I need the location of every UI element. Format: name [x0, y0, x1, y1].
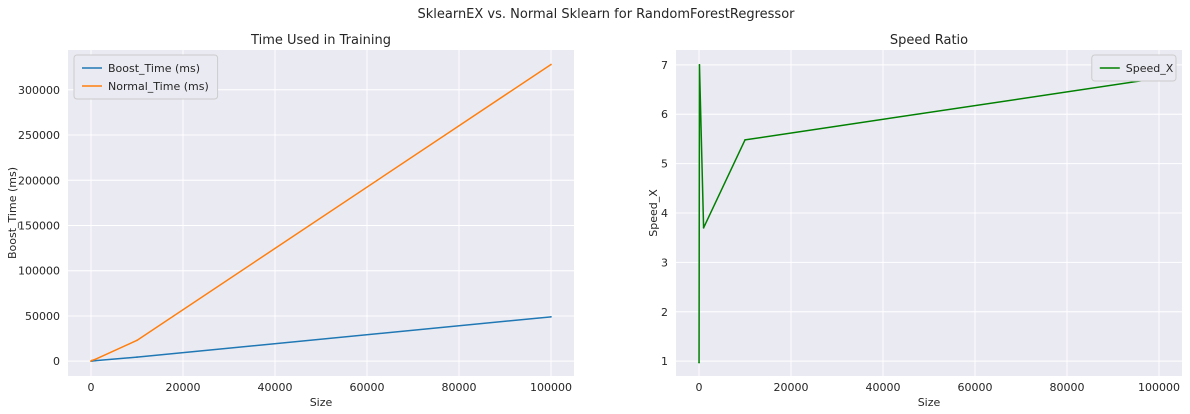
y-tick-label: 3: [661, 256, 668, 269]
y-tick-label: 1: [661, 355, 668, 368]
x-tick-label: 80000: [442, 381, 477, 394]
chart-panel-2: 0 20000 40000 60000 80000 100000 1 2 3 4 5 6 7 Speed …: [647, 33, 1182, 409]
data-point: [550, 316, 552, 318]
data-point: [702, 227, 705, 229]
y-tick-label: 5: [661, 158, 668, 171]
legend-label: Normal_Time (ms): [108, 80, 209, 93]
x-axis-label: Size: [310, 396, 333, 409]
plot-area: [68, 50, 574, 376]
x-tick-label: 60000: [350, 381, 385, 394]
y-axis-label: Boost_Time (ms): [6, 167, 19, 259]
data-point: [744, 139, 746, 141]
data-point: [698, 361, 700, 364]
x-axis-label: Size: [918, 396, 941, 409]
x-tick-label: 100000: [1138, 381, 1180, 394]
x-tick-label: 0: [696, 381, 703, 394]
data-point: [94, 358, 97, 360]
figure-suptitle: SklearnEX vs. Normal Sklearn for RandomF…: [417, 7, 795, 22]
x-tick-label: 40000: [258, 381, 293, 394]
y-tick-label: 150000: [18, 219, 60, 232]
y-tick-label: 0: [53, 355, 60, 368]
x-tick-label: 60000: [958, 381, 993, 394]
y-tick-label: 7: [661, 59, 668, 72]
data-point: [550, 63, 552, 66]
y-tick-label: 6: [661, 108, 668, 121]
x-tick-label: 20000: [774, 381, 809, 394]
chart-title: Time Used in Training: [250, 33, 391, 48]
x-tick-label: 40000: [866, 381, 901, 394]
chart-title: Speed Ratio: [890, 33, 968, 48]
legend: Boost_Time (ms) Normal_Time (ms): [73, 54, 219, 100]
x-tick-label: 100000: [530, 381, 572, 394]
legend-box: [73, 54, 219, 100]
x-tick-label: 20000: [166, 381, 201, 394]
data-point: [94, 359, 97, 362]
y-tick-label: 2: [661, 306, 668, 319]
data-point: [698, 64, 701, 66]
data-point: [90, 359, 93, 362]
x-tick-label: 0: [88, 381, 95, 394]
legend-label: Boost_Time (ms): [108, 62, 200, 75]
chart-panel-1: 0 20000 40000 60000 80000 100000 0 50000 100000 1…: [6, 33, 574, 409]
y-tick-label: 50000: [25, 310, 60, 323]
y-tick-label: 4: [661, 207, 668, 220]
data-point: [136, 356, 138, 358]
x-tick-label: 80000: [1050, 381, 1085, 394]
legend-label: Speed_X: [1126, 62, 1174, 75]
y-tick-label: 100000: [18, 265, 60, 278]
data-point: [136, 339, 138, 342]
y-tick-label: 250000: [18, 129, 60, 142]
y-tick-label: 300000: [18, 84, 60, 97]
y-tick-label: 200000: [18, 174, 60, 187]
legend-box: [1091, 54, 1177, 82]
y-axis-label: Speed_X: [647, 189, 660, 237]
legend: Speed_X: [1091, 54, 1177, 82]
